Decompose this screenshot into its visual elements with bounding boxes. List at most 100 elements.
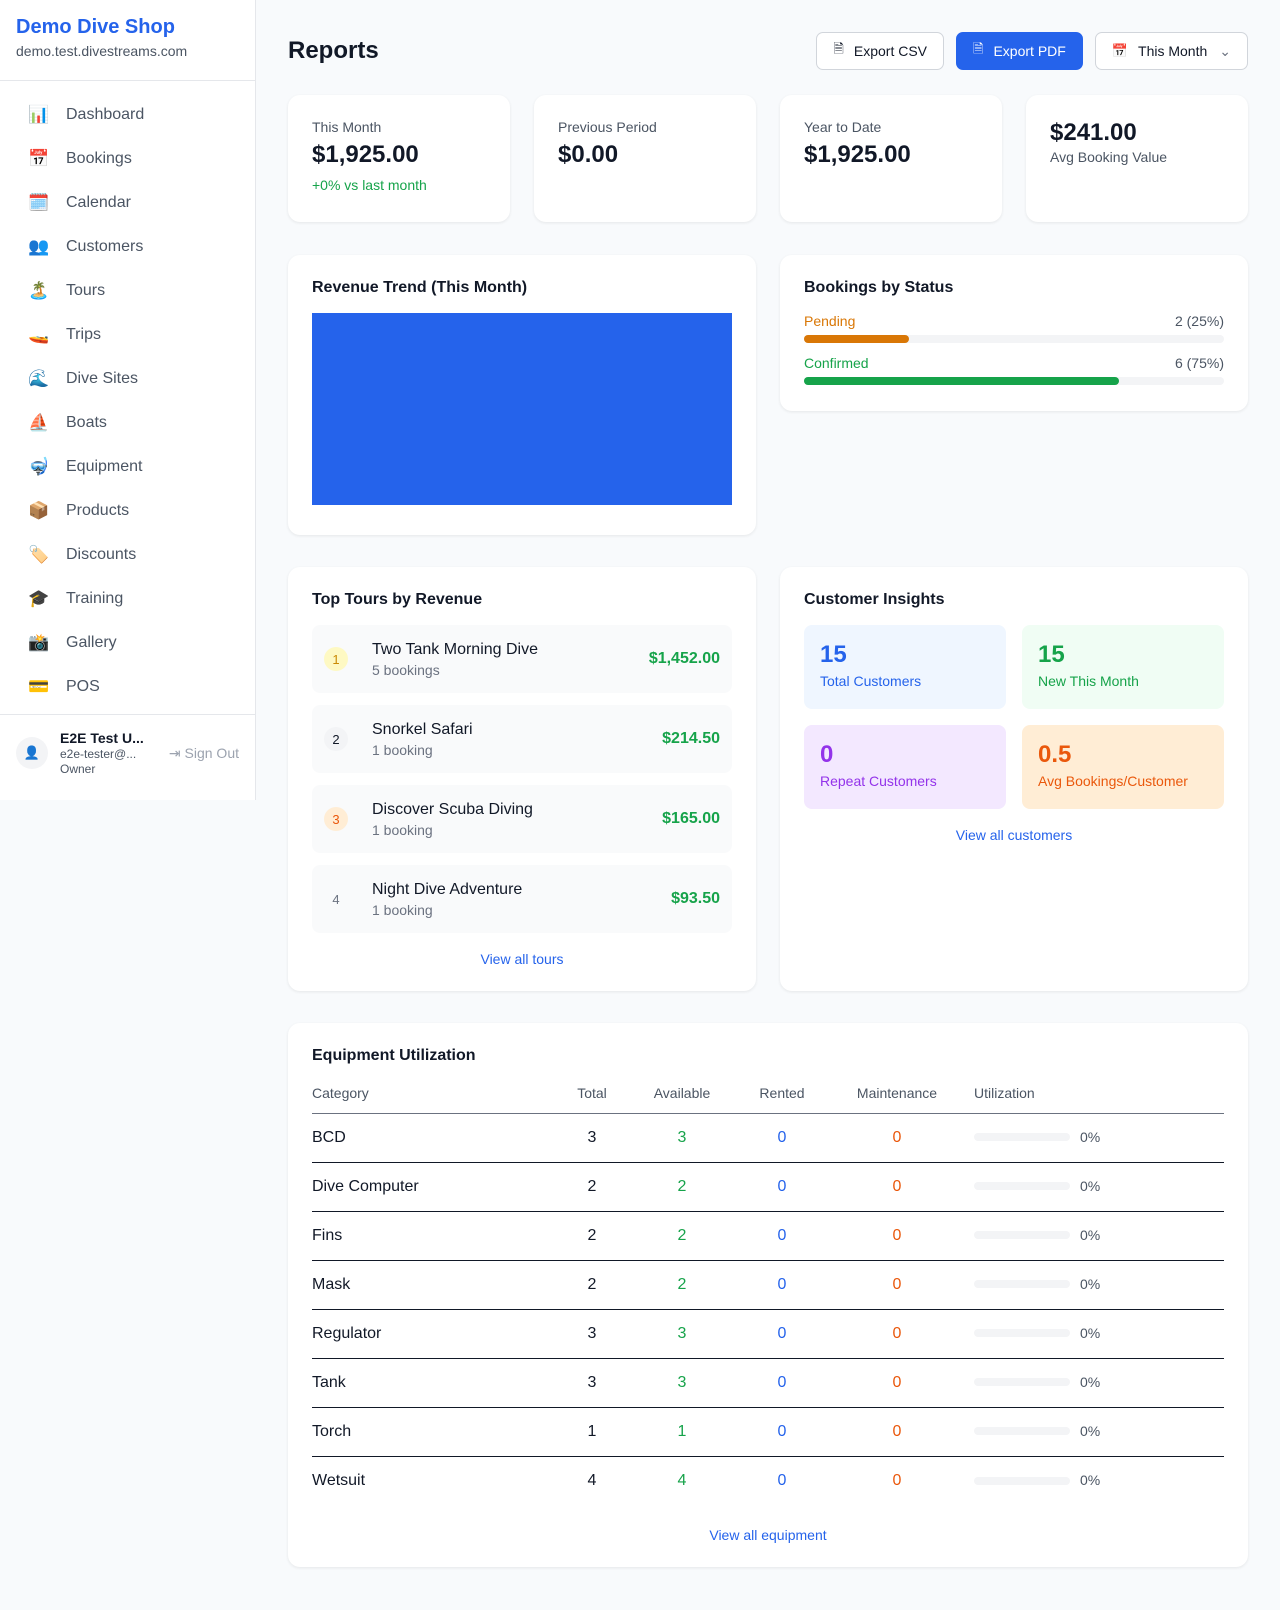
sidebar-item-pos[interactable]: 💳 POS (16, 665, 239, 709)
table-cell: 4 (677, 1471, 687, 1489)
view-all-customers-link[interactable]: View all customers (955, 827, 1073, 843)
sign-out-button[interactable]: ⇥ Sign Out (169, 745, 239, 762)
bookings-status-card: Bookings by Status Pending 2 (25%) Confirm… (780, 255, 1248, 411)
period-select[interactable]: 📅 This Month ⌄ (1094, 32, 1248, 70)
insight-value: 15 (820, 641, 847, 668)
user-icon: 👤 (16, 737, 48, 769)
sidebar-item-label: Training (66, 590, 124, 607)
table-cell: 0 (832, 1162, 962, 1212)
file-download-icon: 🗎 (973, 41, 984, 56)
utilization-bar (974, 1378, 1070, 1387)
equipment-card: Equipment Utilization Category Total Avail… (288, 1023, 1248, 1567)
utilization-percent: 0% (1080, 1226, 1101, 1243)
table-row: Regulator 3 3 0 0 0% (312, 1309, 1224, 1359)
sidebar-item-tours[interactable]: 🏝️ Tours (16, 269, 239, 313)
table-cell: Mask (312, 1260, 552, 1310)
tour-name: Discover Scuba Diving (372, 800, 533, 818)
sidebar-item-boats[interactable]: ⛵ Boats (16, 401, 239, 445)
table-cell: 3 (552, 1358, 632, 1408)
table-cell: 3 (632, 1309, 732, 1359)
revenue-trend-card: Revenue Trend (This Month) (288, 255, 756, 535)
tour-rank-badge: 1 (324, 647, 348, 671)
insight-box: 15 Total Customers (804, 625, 1006, 709)
table-cell: 0 (832, 1113, 962, 1163)
shop-name[interactable]: Demo Dive Shop (16, 16, 175, 38)
tour-item[interactable]: 4 Night Dive Adventure 1 booking $93.50 (312, 865, 732, 933)
table-cell: 0 (732, 1407, 832, 1457)
trips-icon: 🚤 (28, 325, 50, 344)
table-cell: 0 (832, 1358, 962, 1408)
table-cell: 0% (962, 1407, 1224, 1457)
sidebar-item-dashboard[interactable]: 📊 Dashboard (16, 93, 239, 137)
sidebar-item-products[interactable]: 📦 Products (16, 489, 239, 533)
utilization-percent: 0% (1080, 1471, 1101, 1488)
table-cell: 3 (552, 1113, 632, 1163)
utilization-bar (974, 1329, 1070, 1338)
utilization-percent: 0% (1080, 1275, 1101, 1292)
equipment-table: Category Total Available Rented Maintenance U… (312, 1073, 1224, 1505)
file-download-icon: 🗎 (833, 41, 844, 56)
tour-item[interactable]: 2 Snorkel Safari 1 booking $214.50 (312, 705, 732, 773)
view-all-equipment-link[interactable]: View all equipment (709, 1527, 827, 1543)
calendar-icon: 📅 (1111, 43, 1129, 58)
tour-bookings: 1 booking (372, 901, 433, 918)
sidebar-item-training[interactable]: 🎓 Training (16, 577, 239, 621)
status-label: Pending (804, 313, 856, 329)
sidebar-item-discounts[interactable]: 🏷️ Discounts (16, 533, 239, 577)
pos-icon: 💳 (28, 677, 50, 696)
table-cell: 2 (552, 1260, 632, 1310)
insight-label: Repeat Customers (820, 773, 937, 789)
sidebar-nav: 📊 Dashboard 📅 Bookings 🗓️ Calendar 👥 Customers 🏝… (0, 81, 255, 721)
brand: Demo Dive Shop demo.test.divestreams.com (0, 0, 255, 81)
table-row: Wetsuit 4 4 0 0 0% (312, 1456, 1224, 1505)
utilization-percent: 0% (1080, 1177, 1101, 1194)
table-cell: 0 (892, 1471, 902, 1489)
page-title: Reports (288, 37, 379, 64)
column-header: Category (312, 1073, 552, 1114)
customer-insights-card: Customer Insights 15 Total Customers 15 New… (780, 567, 1248, 991)
status-bar (804, 335, 1224, 343)
user-email: e2e-tester@... (60, 747, 137, 761)
gallery-icon: 📸 (28, 633, 50, 652)
stat-label: Year to Date (804, 119, 882, 135)
status-bar (804, 377, 1224, 385)
equipment-icon: 🤿 (28, 457, 50, 476)
sidebar-item-trips[interactable]: 🚤 Trips (16, 313, 239, 357)
stat-value: $241.00 (1050, 119, 1137, 146)
table-cell: 0 (732, 1260, 832, 1310)
table-row: Tank 3 3 0 0 0% (312, 1358, 1224, 1408)
table-cell: 0% (962, 1113, 1224, 1163)
table-row: Torch 1 1 0 0 0% (312, 1407, 1224, 1457)
status-row: Confirmed 6 (75%) (804, 355, 1224, 385)
table-cell: 0% (962, 1456, 1224, 1505)
sidebar-item-customers[interactable]: 👥 Customers (16, 225, 239, 269)
user-role: Owner (60, 762, 96, 776)
utilization-percent: 0% (1080, 1422, 1101, 1439)
sidebar-item-gallery[interactable]: 📸 Gallery (16, 621, 239, 665)
export-csv-button[interactable]: 🗎 Export CSV (816, 32, 945, 70)
table-cell: 0% (962, 1162, 1224, 1212)
sidebar-item-dive-sites[interactable]: 🌊 Dive Sites (16, 357, 239, 401)
table-cell: 0% (962, 1309, 1224, 1359)
utilization-bar (974, 1231, 1070, 1240)
sidebar-item-equipment[interactable]: 🤿 Equipment (16, 445, 239, 489)
insight-box: 0.5 Avg Bookings/Customer (1022, 725, 1224, 809)
tour-item[interactable]: 3 Discover Scuba Diving 1 booking $165.00 (312, 785, 732, 853)
dashboard-icon: 📊 (28, 105, 50, 124)
table-cell: Fins (312, 1211, 552, 1261)
sidebar-item-calendar[interactable]: 🗓️ Calendar (16, 181, 239, 225)
sidebar-item-bookings[interactable]: 📅 Bookings (16, 137, 239, 181)
export-pdf-button[interactable]: 🗎 Export PDF (956, 32, 1083, 70)
tour-revenue: $165.00 (662, 810, 720, 827)
tour-item[interactable]: 1 Two Tank Morning Dive 5 bookings $1,452.0… (312, 625, 732, 693)
sidebar: Demo Dive Shop demo.test.divestreams.com… (0, 0, 256, 800)
period-label: This Month (1138, 43, 1208, 59)
sidebar-item-label: Tours (66, 282, 106, 299)
view-all-tours-link[interactable]: View all tours (480, 951, 564, 967)
chevron-down-icon: ⌄ (1219, 42, 1231, 59)
table-cell: BCD (312, 1113, 552, 1163)
table-cell: 0% (962, 1260, 1224, 1310)
sidebar-item-label: Equipment (66, 458, 143, 475)
top-tours-title: Top Tours by Revenue (312, 591, 483, 608)
revenue-trend-title: Revenue Trend (This Month) (312, 279, 528, 296)
